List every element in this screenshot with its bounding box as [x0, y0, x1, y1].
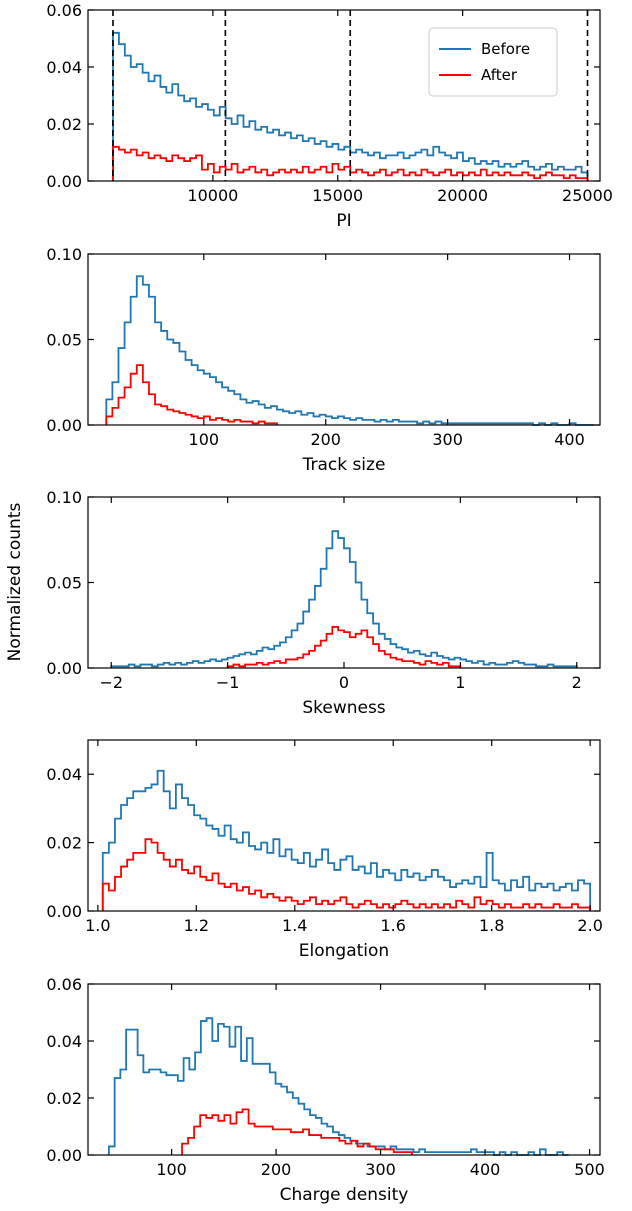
x-tick-label: 0: [339, 673, 349, 692]
series-before-step: [110, 530, 578, 668]
y-tick-label: 0.10: [46, 245, 82, 264]
y-tick-label: 0.02: [46, 834, 82, 853]
y-tick-label: 0.00: [46, 416, 82, 435]
x-tick-label: 1.6: [381, 916, 406, 935]
x-tick-label: 200: [261, 1160, 292, 1179]
y-tick-label: 0.02: [46, 115, 82, 134]
chart-panel-4: 1.0 1.2 1.4 1.6 1.8 2.0 0.00 0.02 0.04 Elongation: [46, 739, 603, 961]
plot-frame: [87, 9, 601, 182]
legend-label-after: After: [481, 66, 518, 84]
y-tick-label: 0.02: [46, 1089, 82, 1108]
x-axis-title: Track size: [302, 455, 386, 475]
x-tick-label: −2: [99, 673, 123, 692]
y-tick-label: 0.05: [46, 331, 82, 350]
plot-frame: [87, 496, 601, 669]
plot-frame: [87, 253, 601, 426]
x-tick-label: 20000: [437, 186, 488, 205]
y-tick-label: 0.04: [46, 1032, 82, 1051]
y-tick-label: 0.05: [46, 574, 82, 593]
chart-panel-3: −2 −1 0 1 2 0.00 0.05 0.10 Skewness: [46, 488, 601, 718]
series-after-step: [181, 1108, 413, 1155]
series-after-step: [105, 364, 278, 425]
series-after-step: [112, 145, 589, 181]
y-tick-label: 0.00: [46, 902, 82, 921]
x-tick-label: 300: [432, 430, 463, 449]
x-tick-label: −1: [216, 673, 240, 692]
x-tick-label: 200: [310, 430, 341, 449]
plot-frame: [87, 739, 601, 912]
x-tick-label: 1.0: [85, 916, 110, 935]
series-after-step: [101, 838, 592, 911]
y-tick-label: 0.06: [46, 975, 82, 994]
x-tick-label: 2: [572, 673, 582, 692]
x-tick-label: 1.2: [184, 916, 209, 935]
legend-label-before: Before: [481, 40, 530, 58]
x-tick-label: 1.4: [282, 916, 307, 935]
x-tick-label: 400: [470, 1160, 501, 1179]
chart-panel-5: 100 200 300 400 500 0.00 0.02 0.04 0.06 Charge de…: [46, 975, 604, 1205]
series-before-step: [112, 31, 589, 181]
y-tick-label: 0.04: [46, 58, 82, 77]
x-tick-label: 100: [156, 1160, 187, 1179]
y-tick-label: 0.00: [46, 1146, 82, 1165]
x-tick-label: 400: [554, 430, 585, 449]
series-before-step: [108, 1017, 569, 1156]
x-tick-label: 100: [189, 430, 220, 449]
series-before-step: [105, 275, 594, 426]
y-tick-label: 0.04: [46, 765, 82, 784]
x-axis-title: Elongation: [299, 941, 389, 961]
x-axis-title: Skewness: [302, 698, 385, 718]
plot-frame: [87, 983, 601, 1156]
y-tick-label: 0.06: [46, 1, 82, 20]
legend-box: [428, 27, 558, 97]
y-tick-label: 0.10: [46, 488, 82, 507]
x-tick-label: 1: [455, 673, 465, 692]
x-axis-title: Charge density: [280, 1185, 409, 1205]
shared-y-axis-label: Normalized counts: [5, 503, 25, 662]
y-tick-label: 0.00: [46, 172, 82, 191]
x-tick-label: 500: [574, 1160, 605, 1179]
chart-panel-2: 100 200 300 400 0.00 0.05 0.10 Track size: [46, 245, 601, 475]
panels-group: 10000 15000 20000 250000.000.020.040.06PIBe…: [46, 1, 613, 1205]
x-tick-label: 1.8: [479, 916, 504, 935]
x-tick-label: 15000: [312, 186, 363, 205]
x-tick-label: 2.0: [577, 916, 602, 935]
x-axis-title: PI: [336, 211, 351, 231]
series-before-step: [101, 769, 592, 911]
series-after-step: [226, 626, 462, 668]
legend: Before After: [428, 27, 558, 97]
x-tick-label: 300: [365, 1160, 396, 1179]
chart-panel-1: 10000 15000 20000 25000 0.00 0.02 0.04 0.06 PI Be…: [46, 1, 613, 231]
y-tick-label: 0.00: [46, 659, 82, 678]
x-tick-label: 10000: [187, 186, 238, 205]
x-tick-label: 25000: [562, 186, 613, 205]
